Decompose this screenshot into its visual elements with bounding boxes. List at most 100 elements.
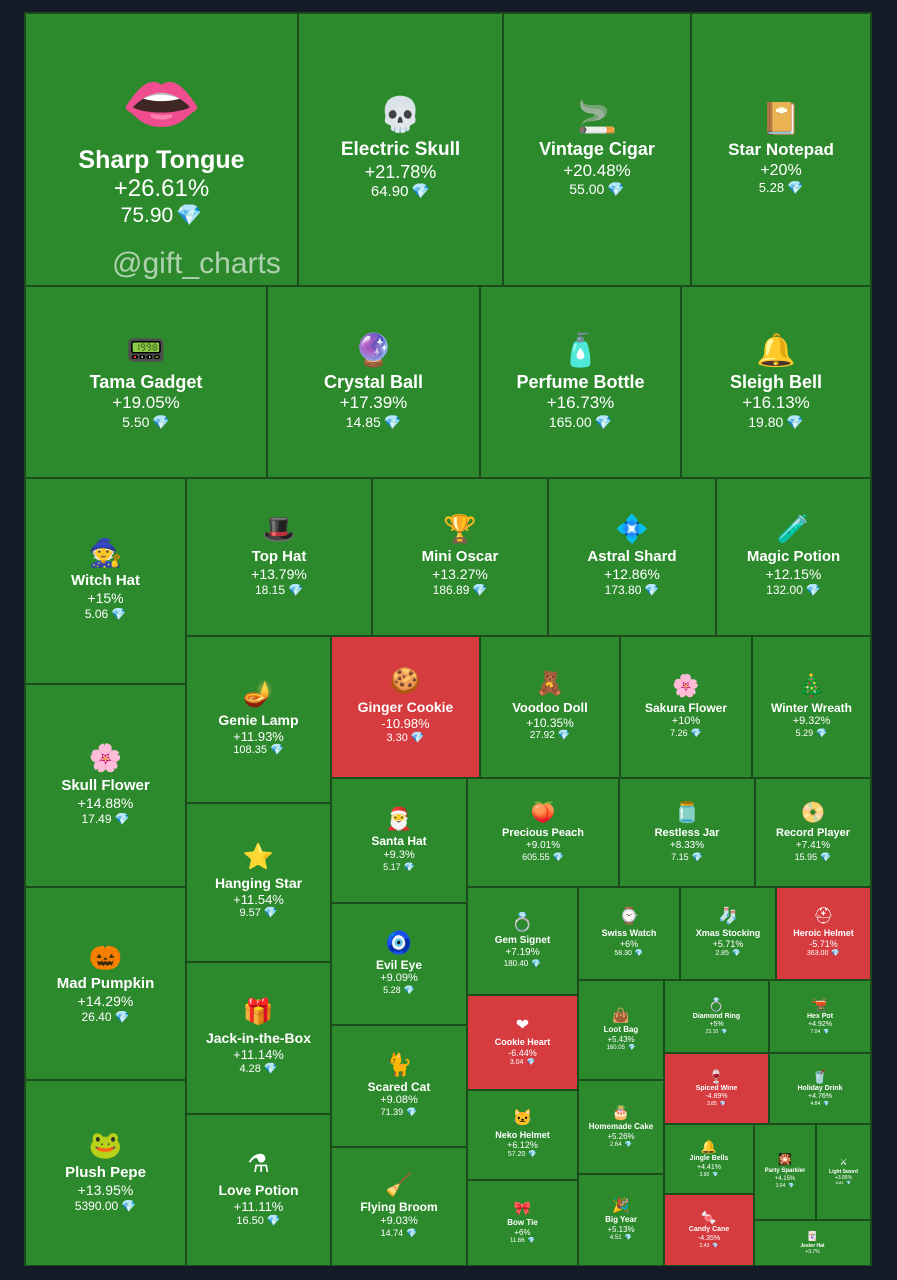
tile-santa-hat[interactable]: 🎅 Santa Hat +9.3% 5.17 💎 bbox=[331, 778, 467, 903]
tile-change: +10% bbox=[671, 715, 701, 728]
broom-icon: 🧹 bbox=[385, 1172, 413, 1198]
diamond-icon: 💎 bbox=[786, 413, 804, 430]
tile-name: Plush Pepe bbox=[65, 1164, 146, 1182]
tile-price-value: 165.00 bbox=[548, 413, 592, 430]
tile-sharp-tongue[interactable]: 👄 Sharp Tongue +26.61% 75.90 💎 bbox=[25, 13, 298, 286]
tile-name: Candy Cane bbox=[688, 1226, 730, 1234]
diamond-icon: 💎 bbox=[823, 1101, 830, 1108]
witch-hat-icon: 🧙 bbox=[88, 538, 123, 569]
tile-voodoo-doll[interactable]: 🧸 Voodoo Doll +10.35% 27.92 💎 bbox=[480, 636, 620, 778]
tile-scared-cat[interactable]: 🐈 Scared Cat +9.08% 71.39 💎 bbox=[331, 1025, 467, 1147]
tile-change: +11.93% bbox=[233, 728, 284, 744]
tile-light-sword[interactable]: ⚔ Light Sword +3.85% 5.84 💎 bbox=[816, 1124, 871, 1220]
tile-sakura-flower[interactable]: 🌸 Sakura Flower +10% 7.26 💎 bbox=[620, 636, 752, 778]
bag-icon: 👜 bbox=[612, 1007, 630, 1024]
tile-price: 5.17 💎 bbox=[383, 862, 415, 873]
diamond-icon: 💎 bbox=[805, 583, 821, 598]
tile-name: Precious Peach bbox=[502, 826, 584, 839]
peach-icon: 🍑 bbox=[530, 801, 556, 824]
tile-change: +5.43% bbox=[607, 1034, 635, 1044]
tile-change: +4.15% bbox=[774, 1175, 796, 1182]
tile-price-value: 5.50 bbox=[122, 413, 150, 430]
tile-record-player[interactable]: 📀 Record Player +7.41% 15.95 💎 bbox=[755, 778, 871, 887]
tile-price: 19.80 💎 bbox=[748, 414, 803, 431]
tile-price-value: 5.28 bbox=[758, 179, 785, 195]
cat-icon: 🐈 bbox=[385, 1051, 413, 1077]
tile-magic-potion[interactable]: 🧪 Magic Potion +12.15% 132.00 💎 bbox=[716, 478, 871, 636]
diamond-icon: 💎 bbox=[383, 413, 402, 430]
diamond-icon: 💎 bbox=[114, 1009, 130, 1024]
tile-perfume-bottle[interactable]: 🧴 Perfume Bottle +16.73% 165.00 💎 bbox=[480, 286, 681, 478]
tile-hex-pot[interactable]: 🫕 Hex Pot +4.92% 7.04 💎 bbox=[769, 980, 871, 1053]
tile-jester-hat[interactable]: 🃏 Jester Hat +3.7% bbox=[754, 1220, 871, 1266]
tile-name: Holiday Drink bbox=[797, 1084, 843, 1092]
tile-party-sparkler[interactable]: 🎇 Party Sparkler +4.15% 3.04 💎 bbox=[754, 1124, 816, 1220]
tile-electric-skull[interactable]: 💀 Electric Skull +21.78% 64.90 💎 bbox=[298, 13, 503, 286]
tile-jingle-bells[interactable]: 🔔 Jingle Bells +4.41% 3.90 💎 bbox=[664, 1124, 754, 1194]
tile-gem-signet[interactable]: 💍 Gem Signet +7.19% 180.40 💎 bbox=[467, 887, 578, 995]
heart-icon: ❤ bbox=[515, 1017, 530, 1034]
tile-mini-oscar[interactable]: 🏆 Mini Oscar +13.27% 186.89 💎 bbox=[372, 478, 548, 636]
star-icon: ⭐ bbox=[242, 842, 275, 871]
tile-vintage-cigar[interactable]: 🚬 Vintage Cigar +20.48% 55.00 💎 bbox=[503, 13, 691, 286]
tile-witch-hat[interactable]: 🧙 Witch Hat +15% 5.06 💎 bbox=[25, 478, 186, 684]
tile-candy-cane[interactable]: 🍬 Candy Cane -4.35% 2.43 💎 bbox=[664, 1194, 754, 1266]
tile-love-potion[interactable]: ⚗ Love Potion +11.11% 16.50 💎 bbox=[186, 1114, 331, 1266]
tile-spiced-wine[interactable]: 🍷 Spiced Wine -4.89% 3.85 💎 bbox=[664, 1053, 769, 1124]
tile-price: 5.50 💎 bbox=[122, 414, 170, 431]
tile-cookie-heart[interactable]: ❤ Cookie Heart -6.44% 3.04 💎 bbox=[467, 995, 578, 1090]
tile-price-value: 19.80 bbox=[748, 413, 784, 430]
diamond-icon: 💎 bbox=[552, 851, 564, 862]
tile-change: +6% bbox=[514, 1227, 531, 1237]
tile-heroic-helmet[interactable]: ⛑ Heroic Helmet -5.71% 363.00 💎 bbox=[776, 887, 871, 980]
tile-hanging-star[interactable]: ⭐ Hanging Star +11.54% 9.57 💎 bbox=[186, 803, 331, 962]
tile-price: 2.85 💎 bbox=[715, 950, 740, 958]
diamond-icon: 💎 bbox=[823, 1029, 830, 1036]
tile-skull-flower[interactable]: 🌸 Skull Flower +14.88% 17.49 💎 bbox=[25, 684, 186, 887]
tile-top-hat[interactable]: 🎩 Top Hat +13.79% 18.15 💎 bbox=[186, 478, 372, 636]
tile-genie-lamp[interactable]: 🪔 Genie Lamp +11.93% 108.35 💎 bbox=[186, 636, 331, 803]
tile-mad-pumpkin[interactable]: 🎃 Mad Pumpkin +14.29% 26.40 💎 bbox=[25, 887, 186, 1080]
tile-name: Love Potion bbox=[218, 1182, 299, 1199]
tile-astral-shard[interactable]: 💠 Astral Shard +12.86% 173.80 💎 bbox=[548, 478, 716, 636]
tile-jack-in-the-box[interactable]: 🎁 Jack-in-the-Box +11.14% 4.28 💎 bbox=[186, 962, 331, 1114]
tile-price: 3.90 💎 bbox=[700, 1172, 719, 1178]
tile-name: Crystal Ball bbox=[323, 371, 424, 392]
tile-flying-broom[interactable]: 🧹 Flying Broom +9.03% 14.74 💎 bbox=[331, 1147, 467, 1266]
tile-sleigh-bell[interactable]: 🔔 Sleigh Bell +16.13% 19.80 💎 bbox=[681, 286, 871, 478]
tile-change: +12.15% bbox=[765, 566, 822, 583]
tile-restless-jar[interactable]: 🫙 Restless Jar +8.33% 7.15 💎 bbox=[619, 778, 755, 887]
tile-holiday-drink[interactable]: 🥤 Holiday Drink +4.76% 4.84 💎 bbox=[769, 1053, 871, 1124]
tile-star-notepad[interactable]: 📔 Star Notepad +20% 5.28 💎 bbox=[691, 13, 871, 286]
tile-change: -10.98% bbox=[381, 716, 430, 731]
tile-change: +9.01% bbox=[525, 839, 561, 851]
tile-bow-tie[interactable]: 🎀 Bow Tie +6% 11.66 💎 bbox=[467, 1180, 578, 1266]
tile-winter-wreath[interactable]: 🎄 Winter Wreath +9.32% 5.29 💎 bbox=[752, 636, 871, 778]
tile-xmas-stocking[interactable]: 🧦 Xmas Stocking +5.71% 2.85 💎 bbox=[680, 887, 776, 980]
tile-price-value: 7.26 bbox=[670, 728, 688, 739]
tile-price-value: 71.39 bbox=[380, 1107, 404, 1118]
tile-precious-peach[interactable]: 🍑 Precious Peach +9.01% 605.55 💎 bbox=[467, 778, 619, 887]
tile-price: 11.66 💎 bbox=[510, 1238, 535, 1245]
diamond-icon: 💎 bbox=[111, 607, 127, 622]
tile-change: +17.39% bbox=[339, 393, 408, 413]
tile-plush-pepe[interactable]: 🐸 Plush Pepe +13.95% 5390.00 💎 bbox=[25, 1080, 186, 1266]
tile-crystal-ball[interactable]: 🔮 Crystal Ball +17.39% 14.85 💎 bbox=[267, 286, 480, 478]
tile-price: 14.85 💎 bbox=[346, 414, 401, 431]
tile-evil-eye[interactable]: 🧿 Evil Eye +9.09% 5.28 💎 bbox=[331, 903, 467, 1025]
tile-price-value: 7.15 bbox=[671, 851, 689, 862]
tile-loot-bag[interactable]: 👜 Loot Bag +5.43% 160.05 💎 bbox=[578, 980, 664, 1080]
tile-price: 160.05 💎 bbox=[607, 1045, 636, 1052]
tile-ginger-cookie[interactable]: 🍪 Ginger Cookie -10.98% 3.30 💎 bbox=[331, 636, 480, 778]
tile-price: 2.43 💎 bbox=[700, 1243, 719, 1249]
tile-neko-helmet[interactable]: 🐱 Neko Helmet +6.12% 57.20 💎 bbox=[467, 1090, 578, 1180]
tile-swiss-watch[interactable]: ⌚ Swiss Watch +6% 58.30 💎 bbox=[578, 887, 680, 980]
tile-price: 3.04 💎 bbox=[510, 1059, 535, 1067]
tile-tama-gadget[interactable]: 📟 Tama Gadget +19.05% 5.50 💎 bbox=[25, 286, 267, 478]
diamond-icon: 💎 bbox=[406, 1227, 418, 1238]
tile-big-year[interactable]: 🎉 Big Year +5.13% 4.51 💎 bbox=[578, 1174, 664, 1266]
diamond-icon: 💎 bbox=[528, 1151, 538, 1159]
tile-homemade-cake[interactable]: 🎂 Homemade Cake +5.26% 2.64 💎 bbox=[578, 1080, 664, 1174]
tile-diamond-ring[interactable]: 💍 Diamond Ring +5% 23.10 💎 bbox=[664, 980, 769, 1053]
diamond-ring-icon: 💍 bbox=[708, 996, 725, 1012]
